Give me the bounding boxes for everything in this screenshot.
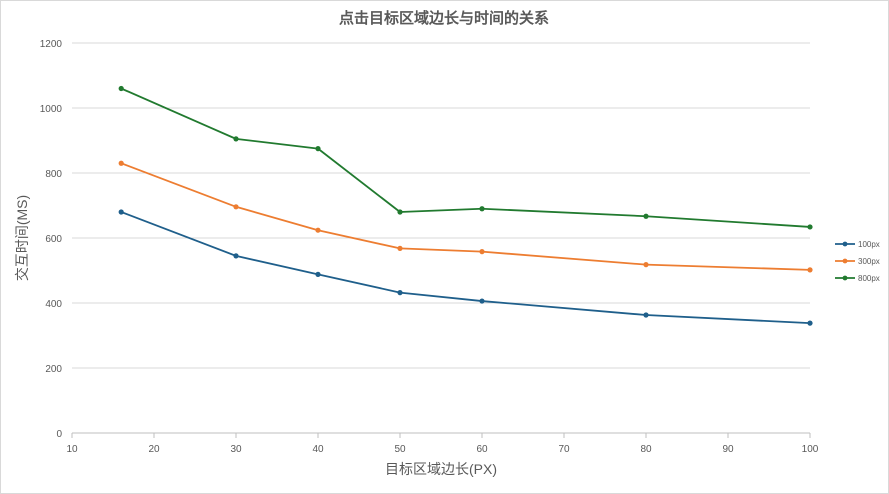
data-point-300px	[233, 204, 239, 210]
data-point-300px	[118, 160, 124, 166]
y-axis-title: 交互时间(MS)	[14, 195, 30, 281]
legend-marker-800px	[842, 275, 848, 281]
data-point-300px	[315, 227, 321, 233]
x-tick-label: 10	[66, 444, 78, 455]
data-point-800px	[807, 224, 813, 230]
legend: 100px 300px 800px	[835, 240, 880, 283]
data-point-800px	[397, 209, 403, 215]
data-point-100px	[233, 253, 239, 259]
x-tick-label: 30	[230, 444, 242, 455]
data-point-100px	[397, 290, 403, 296]
x-tick-label: 40	[312, 444, 324, 455]
legend-marker-300px	[842, 258, 848, 264]
legend-label-800px: 800px	[858, 274, 880, 283]
x-tick-label: 60	[476, 444, 488, 455]
legend-label-100px: 100px	[858, 240, 880, 249]
series-line-100px	[120, 211, 811, 325]
data-point-300px	[397, 245, 403, 251]
series-line-300px	[120, 162, 811, 271]
data-point-800px	[315, 146, 321, 152]
y-tick-label: 1200	[40, 39, 63, 50]
legend-marker-100px	[842, 241, 848, 247]
y-tick-label: 0	[56, 429, 62, 440]
x-tick-label: 20	[148, 444, 160, 455]
axes: 0 200 400 600 800 1000 1200 10 20 30 40 50 60 70 80 90 1…	[40, 39, 819, 455]
y-tick-label: 1000	[40, 104, 63, 115]
y-tick-label: 600	[45, 234, 62, 245]
series-lines	[118, 85, 813, 326]
x-tick-label: 90	[722, 444, 734, 455]
x-tick-label: 50	[394, 444, 406, 455]
series-line-800px	[120, 87, 811, 228]
data-point-100px	[807, 320, 813, 326]
data-point-300px	[479, 249, 485, 255]
x-tick-label: 100	[802, 444, 819, 455]
x-axis-title: 目标区域边长(PX)	[385, 461, 497, 477]
y-tick-label: 800	[45, 169, 62, 180]
x-tick-label: 80	[640, 444, 652, 455]
x-tick-label: 70	[558, 444, 570, 455]
data-point-100px	[118, 209, 124, 215]
data-point-300px	[643, 262, 649, 268]
data-point-100px	[315, 271, 321, 277]
data-point-100px	[643, 312, 649, 318]
data-point-800px	[233, 136, 239, 142]
legend-label-300px: 300px	[858, 257, 880, 266]
data-point-800px	[479, 206, 485, 212]
y-tick-label: 400	[45, 299, 62, 310]
gridlines	[72, 42, 810, 369]
data-point-300px	[807, 267, 813, 273]
data-point-100px	[479, 298, 485, 304]
chart-title: 点击目标区域边长与时间的关系	[339, 9, 549, 27]
data-point-800px	[118, 85, 124, 92]
data-point-800px	[643, 213, 649, 219]
y-tick-label: 200	[45, 364, 62, 375]
